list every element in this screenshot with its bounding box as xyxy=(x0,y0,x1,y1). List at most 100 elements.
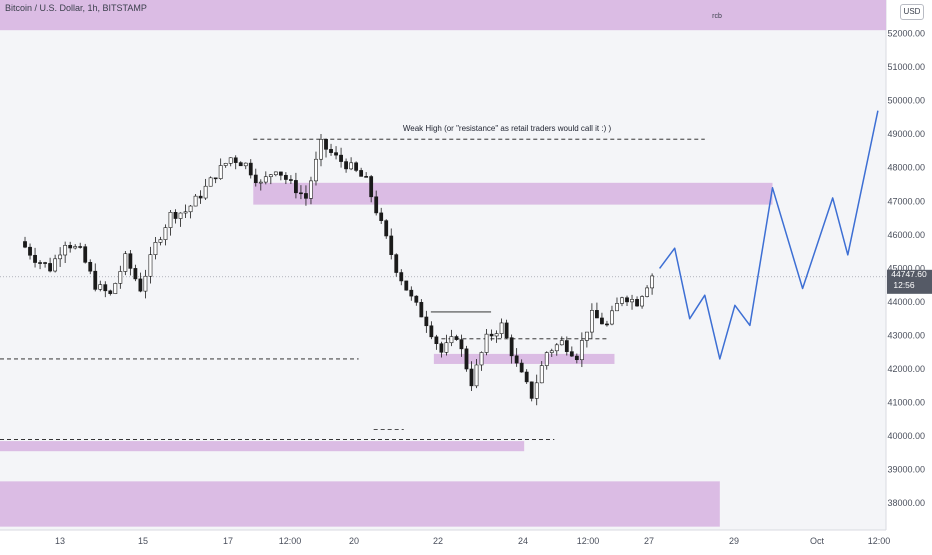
candle-body xyxy=(645,287,649,297)
candle-body xyxy=(504,322,509,338)
last-price-value: 44747.60 xyxy=(891,269,927,279)
candle-body xyxy=(48,263,53,272)
candle-body xyxy=(304,193,308,199)
candle-body xyxy=(379,212,384,221)
candle-body xyxy=(143,275,148,292)
price-tick-label: 46000.00 xyxy=(887,230,925,240)
price-tick-label: 38000.00 xyxy=(887,498,925,508)
projection-path xyxy=(658,110,879,360)
candle-body xyxy=(429,325,434,338)
candle-body xyxy=(554,344,559,352)
supply-demand-zone-4 xyxy=(0,481,720,527)
candle-body xyxy=(444,342,449,353)
candle-body xyxy=(58,254,63,260)
supply-demand-zone-0 xyxy=(0,0,886,31)
weak-high-annotation: Weak High (or "resistance" as retail tra… xyxy=(403,124,612,133)
candle-body xyxy=(414,295,419,303)
candle-body xyxy=(223,163,228,166)
candle-body xyxy=(309,180,313,199)
candle-body xyxy=(68,245,73,249)
candle-body xyxy=(278,171,283,176)
candle-body xyxy=(359,170,364,177)
time-tick-label: 12:00 xyxy=(868,536,891,546)
bar-countdown: 12:56 xyxy=(893,280,915,290)
candle-body xyxy=(93,270,98,290)
price-tick-label: 50000.00 xyxy=(887,96,925,106)
time-tick-label: 13 xyxy=(55,536,65,546)
candle-body xyxy=(138,278,143,292)
candle-body xyxy=(329,149,333,153)
candle-body xyxy=(640,296,644,307)
candle-body xyxy=(73,246,78,249)
candle-body xyxy=(288,179,293,181)
last-price-badge-box xyxy=(887,269,932,294)
candle-body xyxy=(354,162,359,171)
candle-body xyxy=(384,220,389,237)
price-tick-label: 44000.00 xyxy=(887,297,925,307)
price-tick-label: 47000.00 xyxy=(887,196,925,206)
candle-body xyxy=(610,310,614,325)
candle-body xyxy=(569,351,574,357)
supply-demand-zone-1 xyxy=(253,182,773,205)
price-tick-label: 42000.00 xyxy=(887,364,925,374)
candle-body xyxy=(519,362,524,373)
zone-label-rcb: rcb xyxy=(712,13,722,20)
price-tick-label: 49000.00 xyxy=(887,129,925,139)
supply-demand-zone-2 xyxy=(433,353,615,364)
candle-body xyxy=(123,253,128,272)
symbol-title: Bitcoin / U.S. Dollar, 1h, BITSTAMP xyxy=(5,3,147,13)
candle-body xyxy=(509,337,514,357)
candle-body xyxy=(620,297,624,304)
price-tick-label: 52000.00 xyxy=(887,29,925,39)
candle-body xyxy=(479,352,484,366)
candle-body xyxy=(344,161,348,170)
candle-body xyxy=(38,262,42,264)
candle-body xyxy=(489,333,494,337)
candle-body xyxy=(464,348,469,370)
candle-body xyxy=(389,235,394,255)
candle-body xyxy=(419,302,424,318)
candle-body xyxy=(78,246,83,248)
price-tick-label: 39000.00 xyxy=(887,465,925,475)
candle-body xyxy=(364,176,369,178)
price-tick-label: 45000.00 xyxy=(887,263,925,273)
candle-body xyxy=(268,174,273,178)
candle-body xyxy=(188,205,193,213)
time-tick-label: 15 xyxy=(138,536,148,546)
time-tick-label: 17 xyxy=(223,536,233,546)
candle-body xyxy=(324,139,328,150)
time-tick-label: 27 xyxy=(644,536,654,546)
candle-body xyxy=(605,323,609,326)
candle-body xyxy=(625,297,629,303)
candle-body xyxy=(369,176,374,198)
candle-body xyxy=(539,365,544,384)
candle-body xyxy=(218,165,223,179)
candle-body xyxy=(404,280,409,291)
candle-body xyxy=(374,196,379,214)
currency-button[interactable]: USD xyxy=(900,4,924,20)
zones-layer xyxy=(0,0,886,527)
candle-body xyxy=(148,254,153,277)
last-price-badge: 44747.60 12:56 xyxy=(887,269,932,294)
candle-body xyxy=(474,364,479,387)
candle-body xyxy=(454,336,459,340)
candle-body xyxy=(53,258,58,272)
time-tick-label: 20 xyxy=(349,536,359,546)
price-axis: 38000.00 39000.00 40000.00 41000.00 42000.00… xyxy=(887,29,925,509)
candle-body xyxy=(469,368,474,387)
candle-body xyxy=(615,303,619,312)
candle-body xyxy=(238,162,243,167)
candle-body xyxy=(549,350,554,353)
candle-body xyxy=(439,343,444,353)
candle-body xyxy=(534,382,539,399)
candle-body xyxy=(579,340,584,361)
candle-body xyxy=(564,340,569,352)
candle-body xyxy=(434,336,439,345)
candle-body xyxy=(409,289,414,297)
price-axis-background xyxy=(886,0,932,530)
candle-body xyxy=(349,162,354,170)
candle-body xyxy=(630,299,634,303)
candle-body xyxy=(319,139,323,160)
